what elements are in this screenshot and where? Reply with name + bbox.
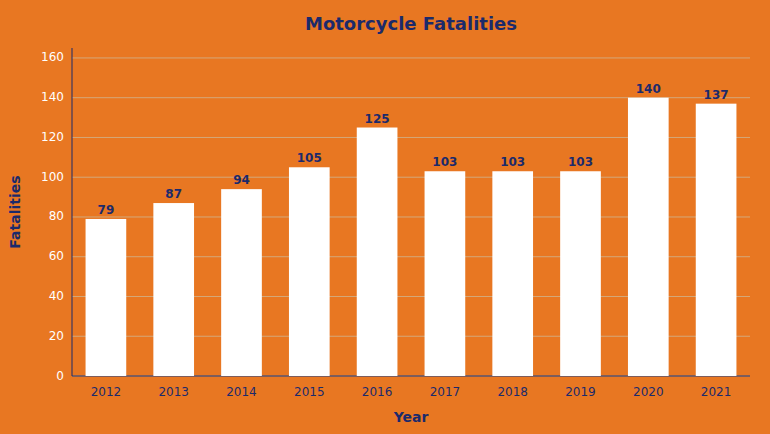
bar [696,104,737,376]
data-label: 94 [233,173,250,187]
y-axis-line [72,48,73,376]
bar [492,171,533,376]
x-tick-label: 2016 [362,385,393,399]
chart: 0 20 40 60 80 100 120 140 160 79 87 94 105 125 103 103 1… [0,0,770,434]
y-tick-label: 100 [41,170,64,184]
data-label: 103 [568,155,593,169]
x-tick-label: 2020 [633,385,664,399]
y-tick-label: 160 [41,50,64,64]
x-tick-label: 2015 [294,385,325,399]
data-label: 137 [704,88,729,102]
y-tick-label: 0 [56,369,64,383]
chart-container: 0 20 40 60 80 100 120 140 160 79 87 94 105 125 103 103 1… [0,0,770,434]
bars [86,98,737,376]
data-label: 140 [636,82,661,96]
y-tick-label: 140 [41,90,64,104]
x-tick-label: 2021 [701,385,732,399]
title: Motorcycle Fatalities [305,13,517,34]
x-tick-label: 2012 [91,385,122,399]
background [0,0,770,434]
bar [560,171,601,376]
data-label: 103 [432,155,457,169]
x-axis-label: Year [393,409,429,425]
y-tick-label: 20 [49,329,64,343]
y-axis-label: Fatalities [7,175,23,248]
y-tick-label: 80 [49,209,64,223]
bar [628,98,669,376]
y-tick-label: 60 [49,249,64,263]
x-tick-label: 2014 [226,385,257,399]
bar [86,219,127,376]
x-tick-label: 2019 [565,385,596,399]
bar [221,189,262,376]
x-tick-label: 2018 [497,385,528,399]
data-label: 103 [500,155,525,169]
x-tick-label: 2017 [430,385,461,399]
data-label: 125 [365,112,390,126]
bar [425,171,466,376]
grid [72,58,750,376]
bar [289,167,330,376]
y-tick-label: 40 [49,289,64,303]
data-label: 105 [297,151,322,165]
x-tick-label: 2013 [158,385,189,399]
data-label: 87 [165,187,182,201]
grid-line [72,57,750,58]
bar [357,128,398,376]
data-label: 79 [98,203,115,217]
y-tick-label: 120 [41,130,64,144]
bar [153,203,194,376]
